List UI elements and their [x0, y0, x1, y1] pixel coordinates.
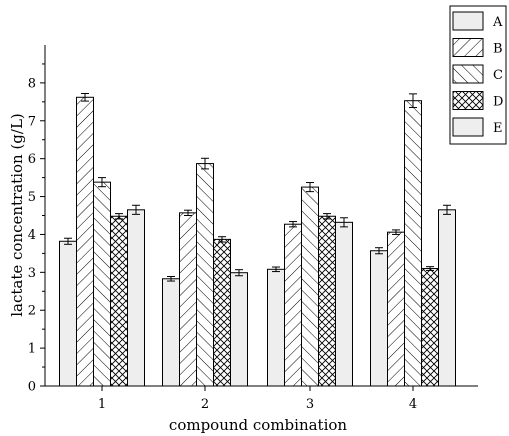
bar-B-2 — [179, 212, 197, 387]
y-tick-label: 8 — [28, 76, 36, 91]
bar-B-1 — [76, 96, 94, 387]
legend-label-D: D — [493, 95, 503, 110]
error-bar-C-2 — [201, 157, 209, 170]
y-tick-label: 4 — [28, 228, 36, 243]
y-tick-label: 5 — [28, 190, 36, 205]
x-ticks: 1 2 3 4 — [98, 386, 417, 412]
y-tick-label: 2 — [28, 304, 36, 319]
x-tick-label: 4 — [409, 397, 417, 412]
bar-E-3 — [335, 221, 353, 387]
legend-swatch-A — [452, 11, 484, 31]
axes: 0 1 2 3 4 5 6 7 8 1 2 3 4 — [28, 45, 478, 412]
bar-A-1 — [59, 240, 77, 387]
error-bar-B-3 — [289, 221, 297, 228]
legend-label-E: E — [493, 121, 503, 136]
bar-D-4 — [421, 268, 439, 387]
bar-E-2 — [230, 272, 248, 387]
error-bar-D-1 — [115, 213, 123, 220]
bar-A-4 — [370, 250, 388, 387]
error-bar-B-2 — [184, 209, 192, 216]
x-tick-label: 1 — [98, 397, 106, 412]
bar-B-3 — [284, 223, 302, 387]
error-bar-B-1 — [81, 92, 89, 102]
x-tick-label: 2 — [201, 397, 209, 412]
y-ticks: 0 1 2 3 4 5 6 7 8 — [28, 63, 45, 395]
error-bar-E-2 — [235, 269, 243, 277]
bar-D-2 — [213, 238, 231, 387]
legend-label-B: B — [493, 42, 503, 57]
error-bar-B-4 — [392, 229, 400, 235]
bar-C-2 — [196, 163, 214, 387]
error-bar-A-3 — [272, 266, 280, 273]
bars-layer — [59, 96, 456, 387]
y-tick-label: 0 — [28, 380, 36, 395]
bar-D-1 — [110, 215, 128, 387]
legend-swatch-E — [452, 117, 484, 137]
error-bar-C-1 — [98, 177, 106, 188]
y-tick-label: 7 — [28, 114, 36, 129]
error-bar-D-4 — [426, 266, 434, 271]
error-bar-D-2 — [218, 236, 226, 243]
y-tick-label: 3 — [28, 266, 36, 281]
error-bar-A-4 — [375, 247, 383, 255]
error-bar-A-2 — [167, 276, 175, 282]
error-bar-C-4 — [409, 93, 417, 109]
legend-swatch-B — [452, 38, 484, 57]
bar-D-3 — [318, 215, 336, 387]
y-tick-label: 1 — [28, 342, 36, 357]
bar-A-3 — [267, 268, 285, 387]
bar-C-4 — [404, 100, 422, 387]
bar-E-1 — [127, 209, 145, 387]
y-axis-title: lactate concentration (g/L) — [8, 113, 26, 317]
error-bar-E-4 — [443, 204, 451, 215]
error-bar-E-3 — [340, 217, 348, 228]
bar-E-4 — [438, 209, 456, 387]
y-tick-label: 6 — [28, 152, 36, 167]
error-bar-D-3 — [323, 213, 331, 220]
bar-A-2 — [162, 278, 180, 387]
bar-B-4 — [387, 231, 405, 387]
error-bar-A-1 — [64, 237, 72, 245]
error-bar-E-1 — [132, 204, 140, 215]
legend-label-C: C — [493, 68, 503, 83]
legend-swatch-D — [452, 91, 484, 110]
error-bars-layer — [64, 92, 451, 282]
x-axis-title: compound combination — [169, 416, 347, 434]
bar-C-1 — [93, 181, 111, 387]
legend-swatch-C — [452, 64, 484, 84]
bar-C-3 — [301, 186, 319, 387]
legend-label-A: A — [492, 15, 503, 30]
x-tick-label: 3 — [306, 397, 314, 412]
error-bar-C-3 — [306, 182, 314, 193]
plot-area — [59, 92, 456, 387]
